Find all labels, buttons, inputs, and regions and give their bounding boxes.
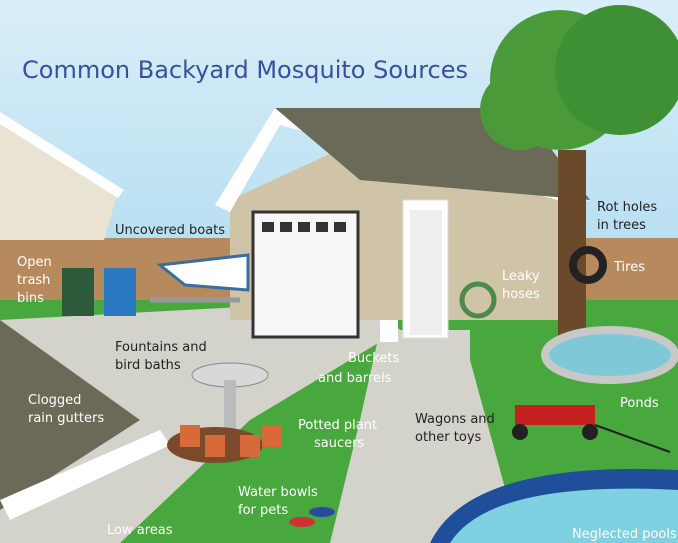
label: Potted plant — [298, 418, 377, 433]
label: Clogged — [28, 393, 81, 408]
label: bins — [17, 291, 44, 306]
label: hoses — [502, 287, 540, 302]
label: and barrels — [318, 371, 392, 386]
label: Low areas — [107, 523, 173, 538]
label: bird baths — [115, 358, 181, 373]
label: Water bowls — [238, 485, 318, 500]
label: trash — [17, 273, 50, 288]
label: Leaky — [502, 269, 540, 284]
title: Common Backyard Mosquito Sources — [22, 56, 468, 84]
label: Open — [17, 255, 52, 270]
label: in trees — [597, 218, 646, 233]
label: Rot holes — [597, 200, 657, 215]
label: Neglected pools — [572, 527, 677, 542]
label: other toys — [415, 430, 482, 445]
label: Ponds — [620, 396, 659, 411]
label: Wagons and — [415, 412, 495, 427]
label: Uncovered boats — [115, 223, 225, 238]
label: Fountains and — [115, 340, 207, 355]
label: Tires — [613, 260, 645, 275]
label: Buckets — [348, 351, 399, 366]
label: saucers — [314, 436, 364, 451]
label: rain gutters — [28, 411, 104, 426]
label: for pets — [238, 503, 288, 518]
labels: Open trash bins Uncovered boats Rot hole… — [17, 200, 677, 542]
